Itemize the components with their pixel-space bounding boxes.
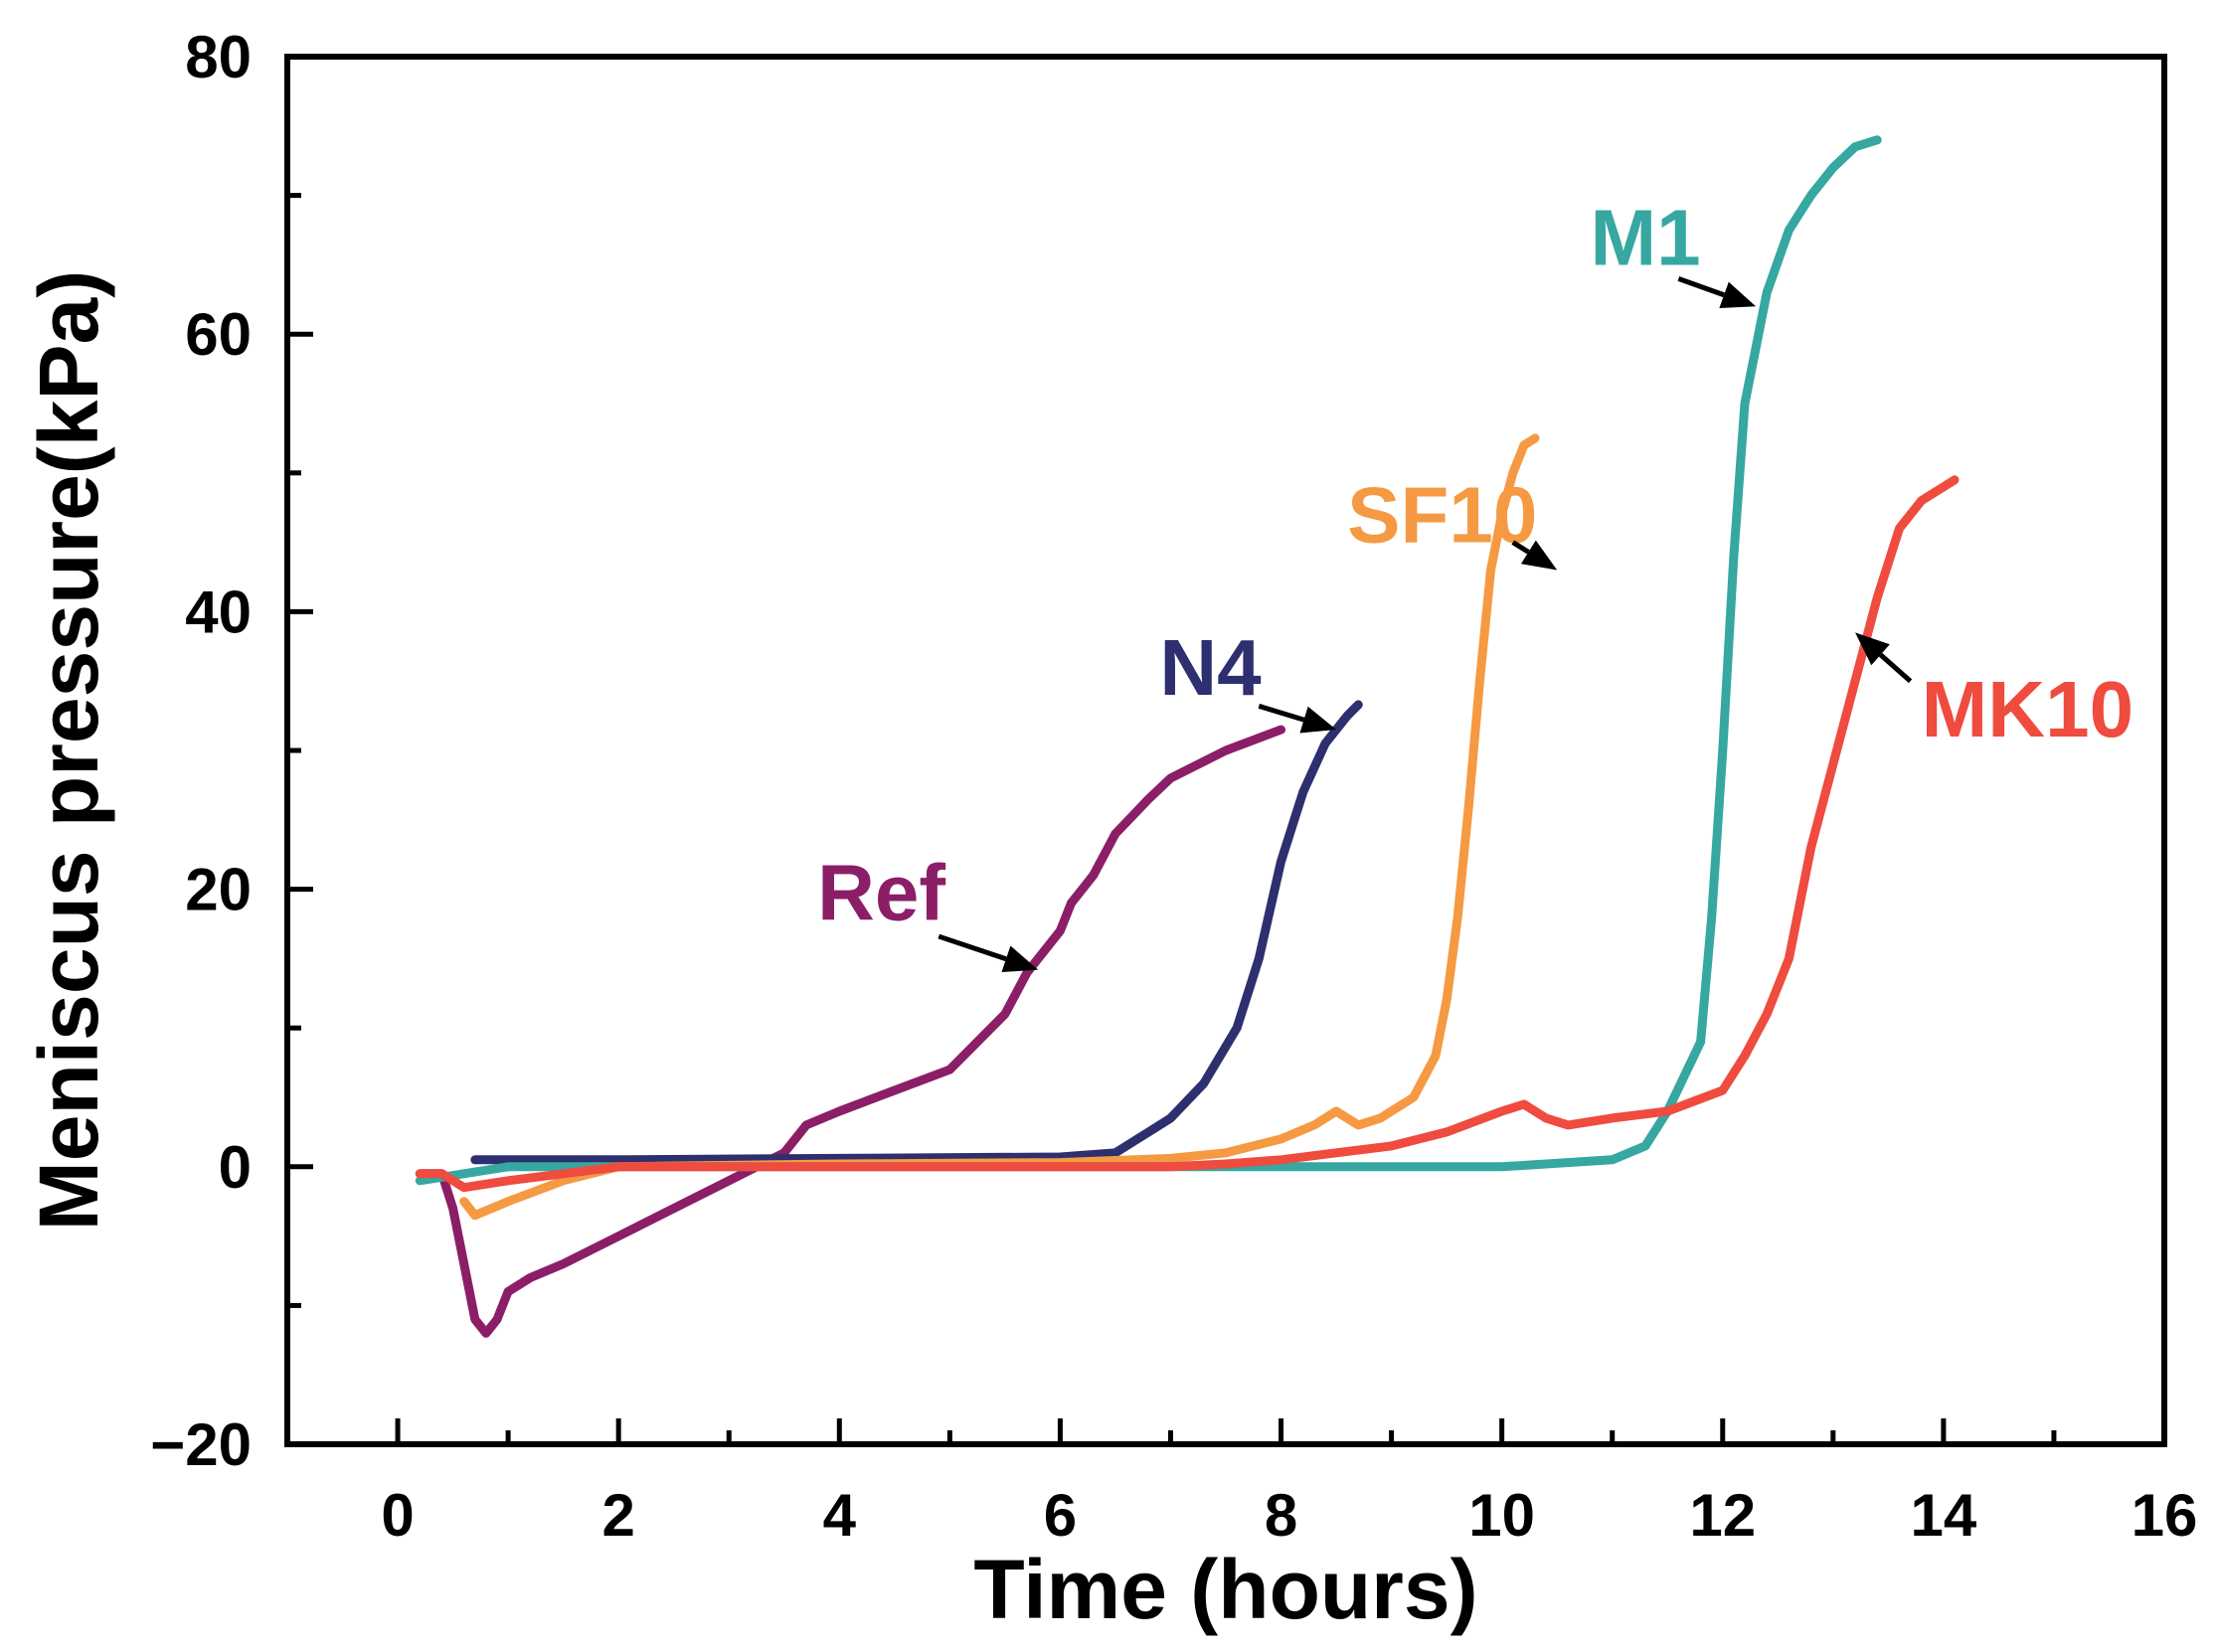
- annotation-arrowhead-ref: [1001, 945, 1039, 973]
- annotation-arrowhead-m1: [1719, 281, 1757, 308]
- series-line-mk10: [415, 475, 1960, 1193]
- y-tick-label: −20: [150, 1411, 252, 1478]
- x-tick-label: 8: [1265, 1482, 1297, 1549]
- series-layer: [415, 135, 1960, 1338]
- y-tick-label: 60: [185, 301, 252, 368]
- annotation-arrow-ref: [938, 933, 1007, 962]
- y-tick-label: 20: [185, 857, 252, 923]
- annotation-label-sf10: SF10: [1347, 471, 1537, 560]
- y-tick-label: 80: [185, 24, 252, 90]
- axis-layer: 0 2 4 6 8 10 12 14 16 −20 0 20 40 60 80: [150, 24, 2197, 1549]
- x-tick-label: 10: [1468, 1482, 1535, 1549]
- annotation-arrow-n4: [1258, 703, 1305, 723]
- x-tick-label: 14: [1911, 1482, 1977, 1549]
- annotation-arrow-sf10: [1511, 540, 1530, 555]
- annotation-arrowhead-sf10: [1520, 540, 1558, 571]
- y-tick-label: 0: [219, 1134, 252, 1201]
- x-tick-label: 12: [1689, 1482, 1756, 1549]
- annotation-arrowhead-n4: [1299, 706, 1337, 734]
- annotation-label-n4: N4: [1159, 623, 1262, 712]
- x-tick-label: 2: [601, 1482, 634, 1549]
- annotation-arrowhead-mk10: [1855, 632, 1890, 666]
- x-axis-title: Time (hours): [973, 1543, 1477, 1636]
- series-line-ref: [415, 725, 1285, 1338]
- annotation-label-mk10: MK10: [1922, 665, 2134, 753]
- annotation-arrow-m1: [1677, 276, 1725, 298]
- annotation-label-ref: Ref: [817, 848, 945, 936]
- y-axis-title: Meniscus pressure(kPa): [22, 270, 115, 1231]
- x-tick-label: 4: [823, 1482, 857, 1549]
- series-line-n4: [470, 700, 1363, 1165]
- x-tick-label: 0: [381, 1482, 414, 1549]
- x-tick-label: 16: [2132, 1482, 2198, 1549]
- annotation-layer: Ref N4 SF10 M1 MK10: [817, 193, 2134, 973]
- x-tick-label: 6: [1044, 1482, 1077, 1549]
- annotation-arrow-mk10: [1878, 652, 1913, 684]
- plot-frame: [284, 54, 2167, 1447]
- annotation-label-m1: M1: [1590, 193, 1700, 281]
- y-tick-label: 40: [185, 578, 252, 645]
